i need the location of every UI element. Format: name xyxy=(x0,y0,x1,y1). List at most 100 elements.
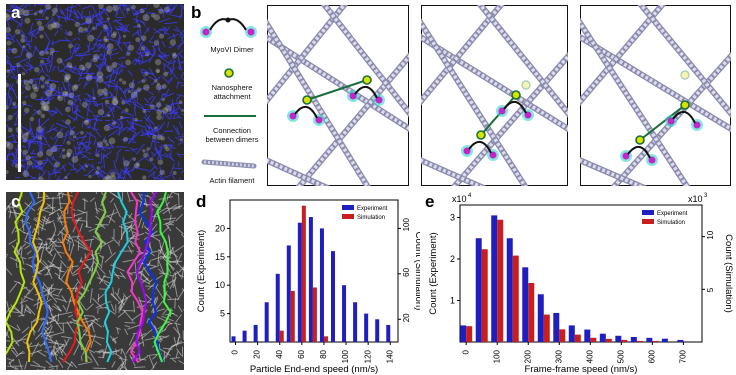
mesh-grain xyxy=(154,79,158,83)
mesh-segment xyxy=(128,132,137,144)
mesh-segment xyxy=(121,138,131,141)
bar-simulation xyxy=(279,330,284,342)
nanosphere xyxy=(511,90,521,100)
bar-simulation xyxy=(512,255,519,342)
filament-texture xyxy=(91,250,94,259)
filament-texture xyxy=(166,221,174,227)
filament-texture xyxy=(11,366,19,370)
mesh-grain xyxy=(38,9,44,14)
mesh-segment xyxy=(32,45,37,58)
mesh-segment xyxy=(180,169,184,174)
mesh-segment xyxy=(46,108,53,117)
filament-texture xyxy=(41,298,52,306)
mesh-segment xyxy=(158,28,167,32)
chart-d: 0 20 40 60 80 100 120 14051015202060100Particle… xyxy=(196,199,420,375)
mesh-segment xyxy=(155,146,160,154)
legend-swatch-experiment xyxy=(342,205,354,210)
filament-texture xyxy=(89,351,99,366)
legend-label-simulation: Simulation xyxy=(357,215,385,221)
mesh-segment xyxy=(44,92,58,100)
mesh-segment xyxy=(138,41,147,54)
mesh-grain xyxy=(163,71,169,77)
mesh-segment xyxy=(26,137,30,149)
filament-texture xyxy=(172,272,176,278)
filament-texture xyxy=(27,344,41,348)
mesh-segment xyxy=(40,130,48,144)
mesh-segment xyxy=(78,69,84,82)
mesh-segment xyxy=(177,161,180,168)
filament-texture xyxy=(127,245,133,254)
filament-texture xyxy=(169,214,172,223)
filament-texture xyxy=(84,238,95,242)
filament-texture xyxy=(29,349,43,355)
mesh-segment xyxy=(114,166,120,176)
mesh-grain xyxy=(102,176,109,180)
mesh-grain xyxy=(25,52,33,59)
y-right-tick-label: 5 xyxy=(706,287,715,292)
filament-texture xyxy=(111,361,116,368)
mesh-segment xyxy=(121,99,135,104)
mesh-segment xyxy=(9,66,15,77)
filament-texture xyxy=(36,350,47,357)
mesh-segment xyxy=(111,118,116,125)
filament-texture xyxy=(18,314,25,317)
y-left-exponent: 4 xyxy=(468,193,472,199)
filament-texture xyxy=(138,300,151,303)
mesh-segment xyxy=(133,55,141,66)
bar-experiment xyxy=(275,273,280,342)
filament-texture xyxy=(179,268,184,271)
filament-texture xyxy=(154,300,164,311)
mesh-grain xyxy=(124,108,129,113)
filament-texture xyxy=(61,335,73,339)
mesh-segment xyxy=(119,22,128,32)
mesh-grain xyxy=(52,13,56,17)
mesh-segment xyxy=(47,79,59,83)
mesh-segment xyxy=(150,126,156,136)
x-tick-label: 120 xyxy=(363,349,372,363)
x-tick-label: 0 xyxy=(461,349,470,354)
mesh-segment xyxy=(152,176,167,180)
filament-texture xyxy=(124,321,136,324)
mesh-segment xyxy=(115,19,122,22)
filament-texture xyxy=(96,277,112,285)
nanosphere xyxy=(680,100,690,110)
mesh-segment xyxy=(104,103,111,110)
filament-texture xyxy=(152,354,158,360)
mesh-segment xyxy=(45,178,47,180)
filament-texture xyxy=(175,335,181,347)
mesh-segment xyxy=(71,44,79,51)
mesh-segment xyxy=(96,46,103,49)
filament-texture xyxy=(89,288,93,304)
bar-simulation xyxy=(466,326,473,342)
mesh-segment xyxy=(44,41,51,55)
mesh-grain xyxy=(40,100,46,106)
filament-texture xyxy=(24,202,36,212)
actin-filament-texture xyxy=(638,5,731,117)
mesh-grain xyxy=(178,100,183,105)
filament-texture xyxy=(69,320,84,327)
mesh-segment xyxy=(89,55,98,63)
x-tick-label: 100 xyxy=(341,349,350,363)
mesh-grain xyxy=(28,79,34,84)
mesh-segment xyxy=(46,145,59,152)
filament-texture xyxy=(150,296,159,307)
filament-texture xyxy=(46,368,55,370)
panel-label-a: a xyxy=(11,3,21,22)
filament-texture xyxy=(174,244,184,253)
mesh-segment xyxy=(158,145,163,149)
mesh-grain xyxy=(97,141,104,148)
mesh-segment xyxy=(149,127,163,135)
mesh-segment xyxy=(133,106,136,116)
mesh-grain xyxy=(149,157,154,162)
mesh-segment xyxy=(78,53,91,57)
mesh-segment xyxy=(62,172,71,180)
mesh-grain xyxy=(135,162,140,167)
actin-lattice xyxy=(421,5,568,186)
mesh-segment xyxy=(169,162,175,175)
filament-texture xyxy=(170,312,178,317)
mesh-segment xyxy=(42,99,47,104)
mesh-grain xyxy=(112,4,119,12)
filament-texture xyxy=(150,361,158,370)
filament-texture xyxy=(53,222,57,230)
actin-filament-texture xyxy=(267,158,328,186)
